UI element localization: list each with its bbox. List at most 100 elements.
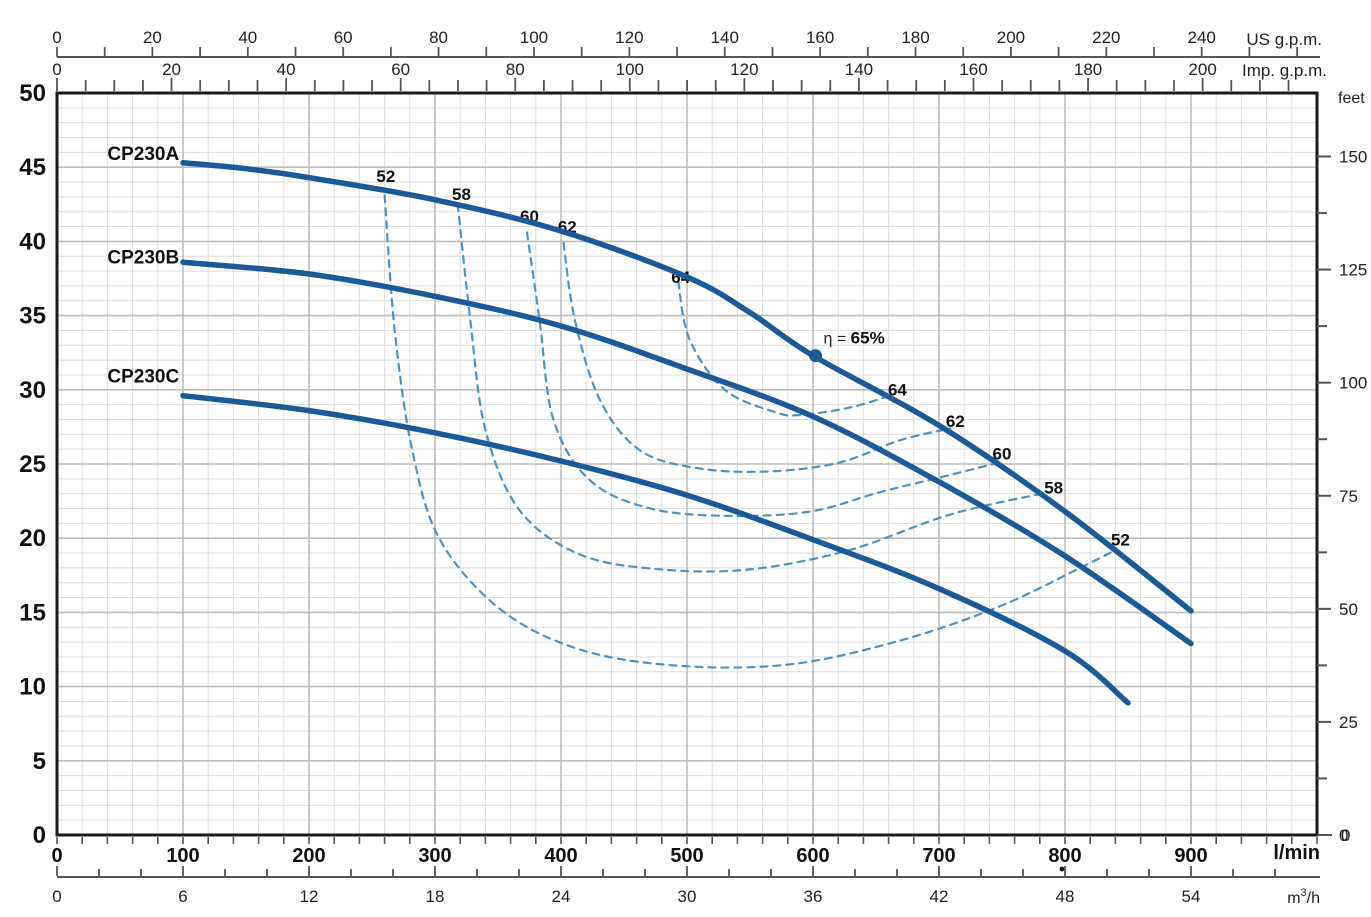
best-efficiency-point: η = 65% bbox=[809, 329, 885, 363]
feet-zero-label: 0 bbox=[1341, 826, 1350, 845]
lmin-tick-label: 800 bbox=[1048, 845, 1081, 867]
curve-label-CP230B: CP230B bbox=[107, 248, 179, 269]
us-gpm-tick-label: 200 bbox=[997, 28, 1025, 47]
m3h-tick-label: 42 bbox=[930, 887, 949, 906]
us-gpm-tick-label: 100 bbox=[520, 28, 548, 47]
efficiency-label-62-lower: 62 bbox=[946, 412, 965, 431]
lmin-tick-label: 600 bbox=[796, 845, 829, 867]
head-tick-label: 5 bbox=[33, 748, 46, 775]
head-tick-label: 35 bbox=[19, 303, 46, 330]
curve-label-CP230A: CP230A bbox=[107, 144, 179, 165]
us-gpm-tick-label: 20 bbox=[143, 28, 162, 47]
feet-tick-label: 0 bbox=[1339, 826, 1348, 845]
imp-gpm-tick-label: 40 bbox=[277, 60, 296, 79]
imp-gpm-tick-label: 60 bbox=[391, 60, 410, 79]
us-gpm-tick-label: 220 bbox=[1092, 28, 1120, 47]
efficiency-contour-64 bbox=[677, 280, 891, 417]
efficiency-label-64-lower: 64 bbox=[888, 381, 907, 400]
lmin-tick-label: 0 bbox=[51, 845, 62, 867]
imp-gpm-tick-label: 0 bbox=[52, 60, 61, 79]
feet-unit-label: feet bbox=[1338, 90, 1365, 107]
imp-gpm-tick-label: 120 bbox=[730, 60, 758, 79]
feet-tick-label: 75 bbox=[1339, 487, 1358, 506]
us-gpm-tick-label: 180 bbox=[901, 28, 929, 47]
us-gpm-tick-label: 120 bbox=[615, 28, 643, 47]
m3h-unit-label: m3/h bbox=[1287, 887, 1320, 907]
lmin-tick-label: 300 bbox=[418, 845, 451, 867]
us-gpm-tick-label: 160 bbox=[806, 28, 834, 47]
axis-feet: 150 125 100 75 50 25 0 feet bbox=[1317, 90, 1367, 845]
us-gpm-tick-label: 40 bbox=[238, 28, 257, 47]
stray-dot-artifact bbox=[1059, 866, 1065, 872]
us-gpm-tick-label: 60 bbox=[334, 28, 353, 47]
m3h-tick-label: 30 bbox=[678, 887, 697, 906]
efficiency-label-52-lower: 52 bbox=[1111, 531, 1130, 550]
imp-gpm-tick-label: 80 bbox=[506, 60, 525, 79]
us-gpm-tick-label: 0 bbox=[52, 28, 61, 47]
us-gpm-tick-label: 140 bbox=[711, 28, 739, 47]
curve-label-CP230C: CP230C bbox=[107, 366, 179, 387]
lmin-tick-label: 900 bbox=[1174, 845, 1207, 867]
curve-CP230A bbox=[180, 159, 1194, 614]
imp-gpm-tick-label: 180 bbox=[1074, 60, 1102, 79]
imp-gpm-tick-label: 20 bbox=[162, 60, 181, 79]
axis-us-gpm: 0 20 40 60 80 100 120 140 160 180 200 220 240 US g.p.… bbox=[52, 28, 1322, 58]
efficiency-label-52-upper: 52 bbox=[376, 167, 395, 186]
imp-gpm-tick-label: 200 bbox=[1188, 60, 1216, 79]
head-tick-label: 25 bbox=[19, 451, 46, 478]
axis-imp-gpm: 0 20 40 60 80 100 120 140 160 180 200 Imp. g.p.m. bbox=[52, 60, 1327, 91]
efficiency-contour-52 bbox=[383, 194, 1117, 669]
efficiency-label-58-upper: 58 bbox=[452, 185, 471, 204]
feet-tick-label: 25 bbox=[1339, 713, 1358, 732]
m3h-tick-label: 36 bbox=[804, 887, 823, 906]
head-tick-label: 45 bbox=[19, 154, 46, 181]
head-tick-label: 15 bbox=[19, 599, 46, 626]
head-tick-label: 30 bbox=[19, 377, 46, 404]
efficiency-label-58-lower: 58 bbox=[1044, 479, 1063, 498]
head-tick-label: 0 bbox=[33, 822, 46, 849]
bep-label: η = 65% bbox=[824, 329, 885, 348]
feet-tick-label: 125 bbox=[1339, 261, 1367, 280]
head-tick-label: 50 bbox=[19, 80, 46, 107]
imp-gpm-tick-label: 100 bbox=[616, 60, 644, 79]
m3h-tick-label: 54 bbox=[1182, 887, 1201, 906]
us-gpm-tick-label: 240 bbox=[1188, 28, 1216, 47]
m3h-tick-label: 48 bbox=[1056, 887, 1075, 906]
m3h-tick-label: 0 bbox=[52, 887, 61, 906]
head-tick-label: 10 bbox=[19, 674, 46, 701]
curve-CP230B bbox=[180, 259, 1194, 647]
head-tick-label: 20 bbox=[19, 525, 46, 552]
m3h-tick-label: 6 bbox=[178, 887, 187, 906]
imp-gpm-tick-label: 160 bbox=[959, 60, 987, 79]
curve-CP230C bbox=[180, 392, 1131, 706]
lmin-tick-label: 100 bbox=[166, 845, 199, 867]
efficiency-contour-62 bbox=[562, 241, 952, 473]
axis-l-min: 0 100 200 300 400 500 600 700 800 900 l/min 0 bbox=[51, 826, 1350, 872]
head-tick-label: 40 bbox=[19, 228, 46, 255]
m3h-tick-label: 18 bbox=[426, 887, 445, 906]
bep-marker-dot bbox=[809, 349, 823, 363]
feet-tick-label: 50 bbox=[1339, 600, 1358, 619]
lmin-tick-label: 700 bbox=[922, 845, 955, 867]
imp-gpm-unit-label: Imp. g.p.m. bbox=[1242, 61, 1327, 80]
feet-tick-label: 100 bbox=[1339, 374, 1367, 393]
lmin-tick-label: 200 bbox=[292, 845, 325, 867]
efficiency-label-60-lower: 60 bbox=[993, 445, 1012, 464]
feet-tick-label: 150 bbox=[1339, 148, 1367, 167]
lmin-unit-label: l/min bbox=[1273, 842, 1320, 864]
us-gpm-tick-label: 80 bbox=[429, 28, 448, 47]
efficiency-contour-60 bbox=[525, 231, 1001, 518]
imp-gpm-tick-label: 140 bbox=[845, 60, 873, 79]
axis-m3h: 0 6 12 18 24 30 36 42 48 54 m3/h bbox=[52, 866, 1320, 907]
lmin-tick-label: 500 bbox=[670, 845, 703, 867]
grid bbox=[57, 93, 1317, 835]
pump-curves: CP230A CP230B CP230C bbox=[107, 144, 1194, 706]
lmin-tick-label: 400 bbox=[544, 845, 577, 867]
m3h-tick-label: 12 bbox=[300, 887, 319, 906]
m3h-tick-label: 24 bbox=[552, 887, 571, 906]
us-gpm-unit-label: US g.p.m. bbox=[1246, 30, 1322, 49]
plot-border bbox=[55, 91, 1319, 837]
